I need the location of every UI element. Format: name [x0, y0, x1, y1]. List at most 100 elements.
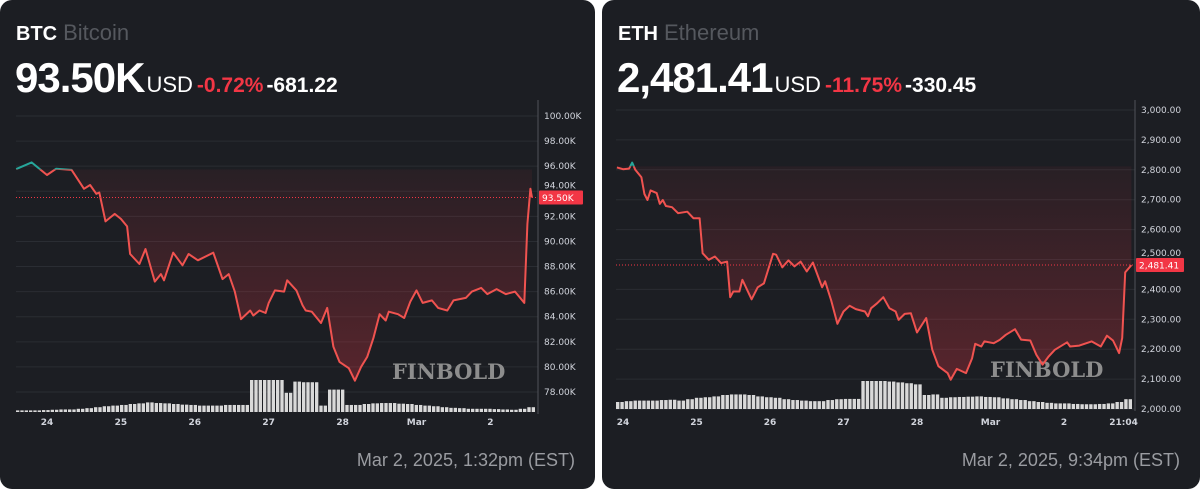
asset-name: Ethereum — [664, 20, 760, 45]
price-row: 93.50K USD -0.72% -681.22 — [15, 54, 338, 102]
volume-bar — [163, 403, 167, 412]
volume-bar — [738, 394, 743, 409]
volume-bar — [694, 397, 699, 409]
volume-bar — [388, 403, 392, 412]
volume-bar — [427, 405, 431, 412]
price-area-fill — [40, 169, 532, 381]
volume-bar — [729, 394, 734, 409]
x-tick-label: 28 — [911, 418, 924, 428]
price-row: 2,481.41 USD -11.75% -330.45 — [617, 54, 976, 102]
volume-bar — [211, 405, 215, 412]
volume-bar — [371, 403, 375, 412]
y-tick-label: 2,200.00 — [1141, 345, 1181, 355]
volume-bar — [887, 381, 892, 409]
volume-bar — [328, 389, 332, 412]
price-area-fill — [616, 166, 1132, 380]
volume-bar — [821, 401, 826, 409]
y-tick-label: 78.00K — [544, 388, 577, 398]
current-price: 2,481.41 — [617, 54, 773, 101]
volume-bar — [393, 403, 397, 412]
volume-bar — [773, 397, 778, 409]
volume-bar — [349, 404, 353, 412]
volume-bar — [98, 407, 102, 412]
volume-bar — [830, 400, 835, 409]
volume-bar — [345, 404, 349, 412]
volume-bar — [782, 399, 786, 409]
volume-bar — [37, 410, 41, 412]
volume-bar — [466, 408, 470, 412]
btc-chart-card: BTC Bitcoin 93.50K USD -0.72% -681.22 78.… — [0, 0, 595, 489]
finbold-watermark: FINBOLD — [990, 357, 1103, 382]
currency: USD — [146, 72, 193, 97]
x-tick-label: 27 — [837, 418, 850, 428]
volume-bar — [128, 404, 132, 412]
asset-name: Bitcoin — [63, 20, 130, 45]
volume-bar — [55, 409, 59, 412]
volume-bar — [215, 405, 219, 412]
volume-bar — [432, 406, 436, 412]
y-tick-label: 2,400.00 — [1141, 285, 1181, 295]
volume-bar — [63, 409, 67, 412]
change-absolute: -330.45 — [905, 74, 977, 97]
volume-bar — [1049, 402, 1054, 409]
volume-bar — [172, 404, 176, 412]
finbold-watermark: FINBOLD — [392, 359, 505, 384]
volume-bar — [29, 410, 33, 412]
x-tick-label: Mar — [407, 418, 427, 428]
volume-bar — [514, 409, 518, 412]
volume-bar — [839, 399, 843, 409]
currency: USD — [774, 72, 821, 97]
volume-bar — [975, 396, 979, 409]
volume-bar — [419, 404, 423, 412]
volume-bar — [966, 396, 970, 409]
volume-bar — [362, 404, 366, 412]
volume-bar — [843, 398, 848, 409]
volume-bar — [651, 400, 655, 409]
timestamp: Mar 2, 2025, 9:34pm (EST) — [961, 450, 1180, 470]
y-tick-label: 3,000.00 — [1141, 106, 1181, 116]
y-tick-label: 90.00K — [544, 237, 577, 247]
volume-bar — [406, 404, 410, 412]
volume-bar — [861, 381, 865, 409]
volume-bar — [1071, 403, 1076, 409]
change-absolute: -681.22 — [266, 74, 338, 97]
volume-bar — [154, 403, 158, 412]
volume-bar — [997, 397, 1001, 409]
volume-bar — [202, 405, 206, 412]
volume-bar — [1084, 404, 1089, 409]
volume-bar — [633, 400, 637, 409]
x-tick-label: 27 — [262, 418, 275, 428]
volume-bar — [484, 408, 488, 412]
y-tick-label: 88.00K — [544, 263, 577, 273]
volume-bar — [878, 381, 883, 409]
volume-bar — [1076, 403, 1080, 409]
volume-bar — [751, 395, 756, 409]
volume-bar — [922, 395, 927, 409]
volume-bar — [315, 382, 319, 412]
volume-bar — [1093, 404, 1097, 409]
volume-bar — [531, 407, 535, 412]
volume-bar — [401, 403, 405, 412]
volume-bar — [677, 400, 681, 409]
asset-symbol: BTC — [16, 23, 58, 45]
volume-bar — [1102, 403, 1106, 409]
volume-bar — [918, 384, 922, 409]
volume-bar — [271, 380, 275, 412]
volume-bar — [1097, 403, 1102, 409]
volume-bar — [85, 408, 89, 412]
volume-bar — [800, 400, 804, 409]
volume-bar — [185, 404, 189, 412]
volume-bar — [681, 400, 686, 409]
volume-bar — [380, 403, 384, 412]
volume-bar — [948, 397, 953, 409]
volume-bar — [523, 408, 527, 412]
volume-bar — [180, 404, 184, 412]
volume-bar — [241, 404, 245, 412]
volume-bar — [905, 383, 909, 409]
asset-title: ETH Ethereum — [618, 20, 759, 46]
volume-bar — [992, 397, 997, 409]
volume-bar — [865, 381, 870, 409]
volume-bar — [120, 404, 124, 412]
volume-bar — [791, 400, 795, 409]
volume-bar — [870, 381, 874, 409]
